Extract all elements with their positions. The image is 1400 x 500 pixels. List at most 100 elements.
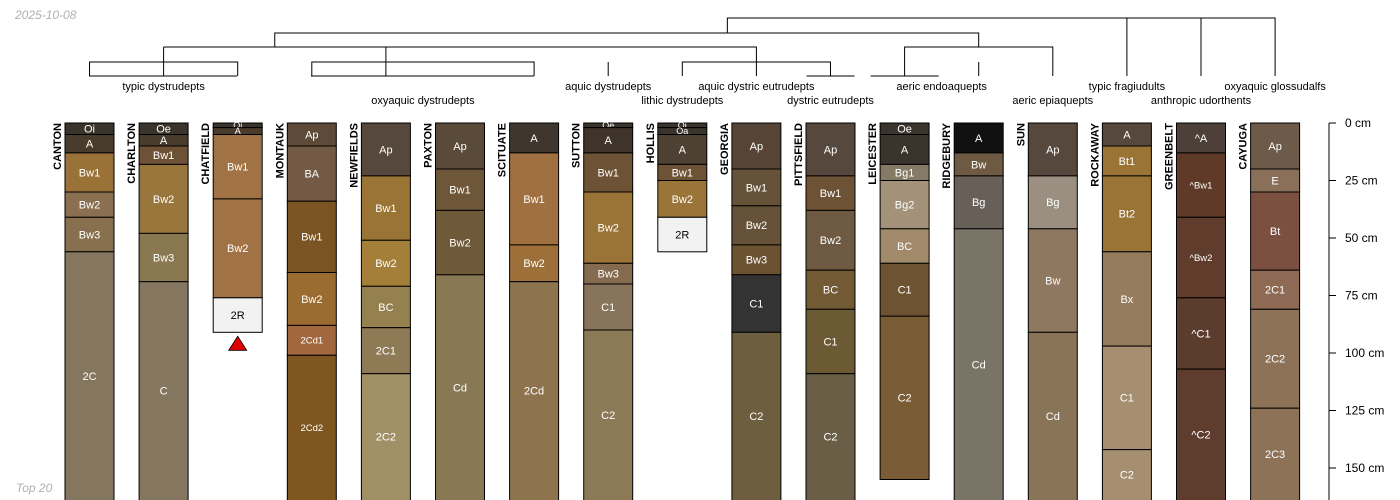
horizon-rect: [64, 251, 115, 500]
horizon-rect: [509, 122, 560, 154]
horizon-rect: [657, 180, 708, 218]
horizon-rect: [657, 216, 708, 253]
taxon-label: aeric epiaquepts: [1012, 95, 1093, 107]
depth-axis-tick-label: 50 cm: [1345, 231, 1378, 245]
horizon-label: A: [605, 135, 613, 147]
horizon-label: ^Bw2: [1190, 253, 1213, 264]
horizon-label: Bt2: [1119, 209, 1136, 221]
profile-name: GEORGIA: [719, 123, 731, 175]
horizon-rect: [1176, 216, 1226, 299]
horizon-rect: [435, 274, 485, 500]
horizon-rect: [953, 175, 1004, 230]
profile-name: CANTON: [52, 123, 64, 170]
horizon-rect: [1250, 269, 1301, 310]
horizon-rect: [138, 281, 189, 500]
horizon-label: Bw1: [301, 232, 322, 244]
horizon-label: Bg1: [895, 167, 915, 179]
horizon-rect: [731, 168, 782, 207]
horizon-label: Bg: [1046, 197, 1059, 209]
horizon-label: Oi: [84, 124, 95, 136]
profile-name: CHATFIELD: [200, 123, 212, 185]
horizon-rect: [879, 228, 930, 264]
horizon-label: ^Bw1: [1190, 180, 1213, 191]
profile-name: LEICESTER: [867, 123, 879, 185]
horizon-label: Bw1: [597, 167, 618, 179]
profile-name: PITTSFIELD: [793, 123, 805, 186]
horizon-label: Cd: [1046, 411, 1060, 423]
horizon-label: Bt1: [1119, 156, 1136, 168]
horizon-rect: [583, 191, 634, 264]
horizon-label: Bw2: [227, 243, 248, 255]
horizon-label: Bw1: [375, 203, 396, 215]
horizon-rect: [879, 315, 930, 481]
horizon-label: Bw3: [597, 269, 618, 281]
depth-axis-tick-label: 25 cm: [1345, 174, 1378, 188]
horizon-label: Ap: [453, 141, 466, 153]
horizon-rect: [509, 281, 560, 500]
horizon-label: Oa: [676, 126, 688, 136]
horizon-label: Bw2: [449, 237, 470, 249]
horizon-rect: [583, 329, 634, 500]
profile-name: HOLLIS: [645, 123, 657, 163]
horizon-label: C2: [601, 410, 615, 422]
horizon-label: ^C2: [1191, 429, 1210, 441]
horizon-label: BC: [897, 241, 912, 253]
horizon-rect: [1250, 407, 1301, 500]
horizon-label: A: [160, 135, 168, 147]
horizon-label: Bw1: [449, 185, 470, 197]
profile-name: CHARLTON: [126, 123, 138, 184]
horizon-label: Bg2: [895, 200, 915, 212]
profile-name: PAXTON: [423, 123, 435, 168]
horizon-label: A: [530, 133, 538, 145]
horizon-rect: [360, 327, 411, 375]
horizon-label: Bw1: [153, 150, 174, 162]
profile-name: SUN: [1015, 123, 1027, 146]
horizon-rect: [435, 209, 485, 276]
horizon-label: A: [901, 144, 909, 156]
horizon-rect: [212, 198, 263, 299]
horizon-label: Bw2: [746, 220, 767, 232]
horizon-label: BA: [304, 168, 319, 180]
horizon-label: Bw2: [79, 200, 100, 212]
horizon-label: Bx: [1120, 294, 1133, 306]
horizon-label: Oi: [678, 120, 687, 130]
horizon-label: C2: [898, 393, 912, 405]
dendrogram-branch: [385, 46, 757, 76]
horizon-label: 2Cd1: [300, 336, 323, 347]
horizon-rect: [360, 373, 411, 500]
dendrogram-branch: [904, 46, 1054, 76]
horizon-label: C2: [1120, 470, 1134, 482]
horizon-rect: [286, 354, 337, 500]
profile-name: CAYUGA: [1238, 123, 1250, 170]
horizon-rect: [509, 152, 560, 246]
horizon-rect: [509, 244, 560, 283]
horizon-rect: [805, 308, 856, 375]
horizon-label: Bg: [972, 197, 985, 209]
horizon-label: Ap: [1268, 141, 1281, 153]
horizon-rect: [286, 145, 337, 202]
horizon-rect: [1176, 368, 1226, 500]
horizon-label: 2C1: [1265, 285, 1285, 297]
horizon-label: 2C3: [1265, 449, 1285, 461]
horizon-label: 2Cd: [524, 386, 544, 398]
horizon-rect: [805, 209, 856, 271]
horizon-rect: [953, 122, 1004, 154]
horizon-rect: [1250, 308, 1301, 409]
horizon-label: Ap: [824, 144, 837, 156]
horizon-rect: [212, 297, 263, 333]
horizon-label: 2Cd2: [300, 423, 323, 434]
dendrogram-branch: [311, 61, 535, 76]
horizon-label: A: [86, 139, 94, 151]
horizon-rect: [1101, 175, 1152, 253]
taxon-label: oxyaquic glossudalfs: [1224, 81, 1326, 93]
horizon-rect: [583, 127, 634, 154]
horizon-label: 2R: [675, 229, 689, 241]
horizon-label: A: [679, 144, 687, 156]
horizon-label: Ap: [1046, 144, 1059, 156]
horizon-label: Oe: [156, 124, 171, 136]
horizon-rect: [286, 272, 337, 326]
horizon-label: 2R: [231, 310, 245, 322]
profile-name: RIDGEBURY: [941, 122, 953, 188]
taxon-label: dystric eutrudepts: [787, 95, 874, 107]
horizon-rect: [731, 331, 782, 500]
